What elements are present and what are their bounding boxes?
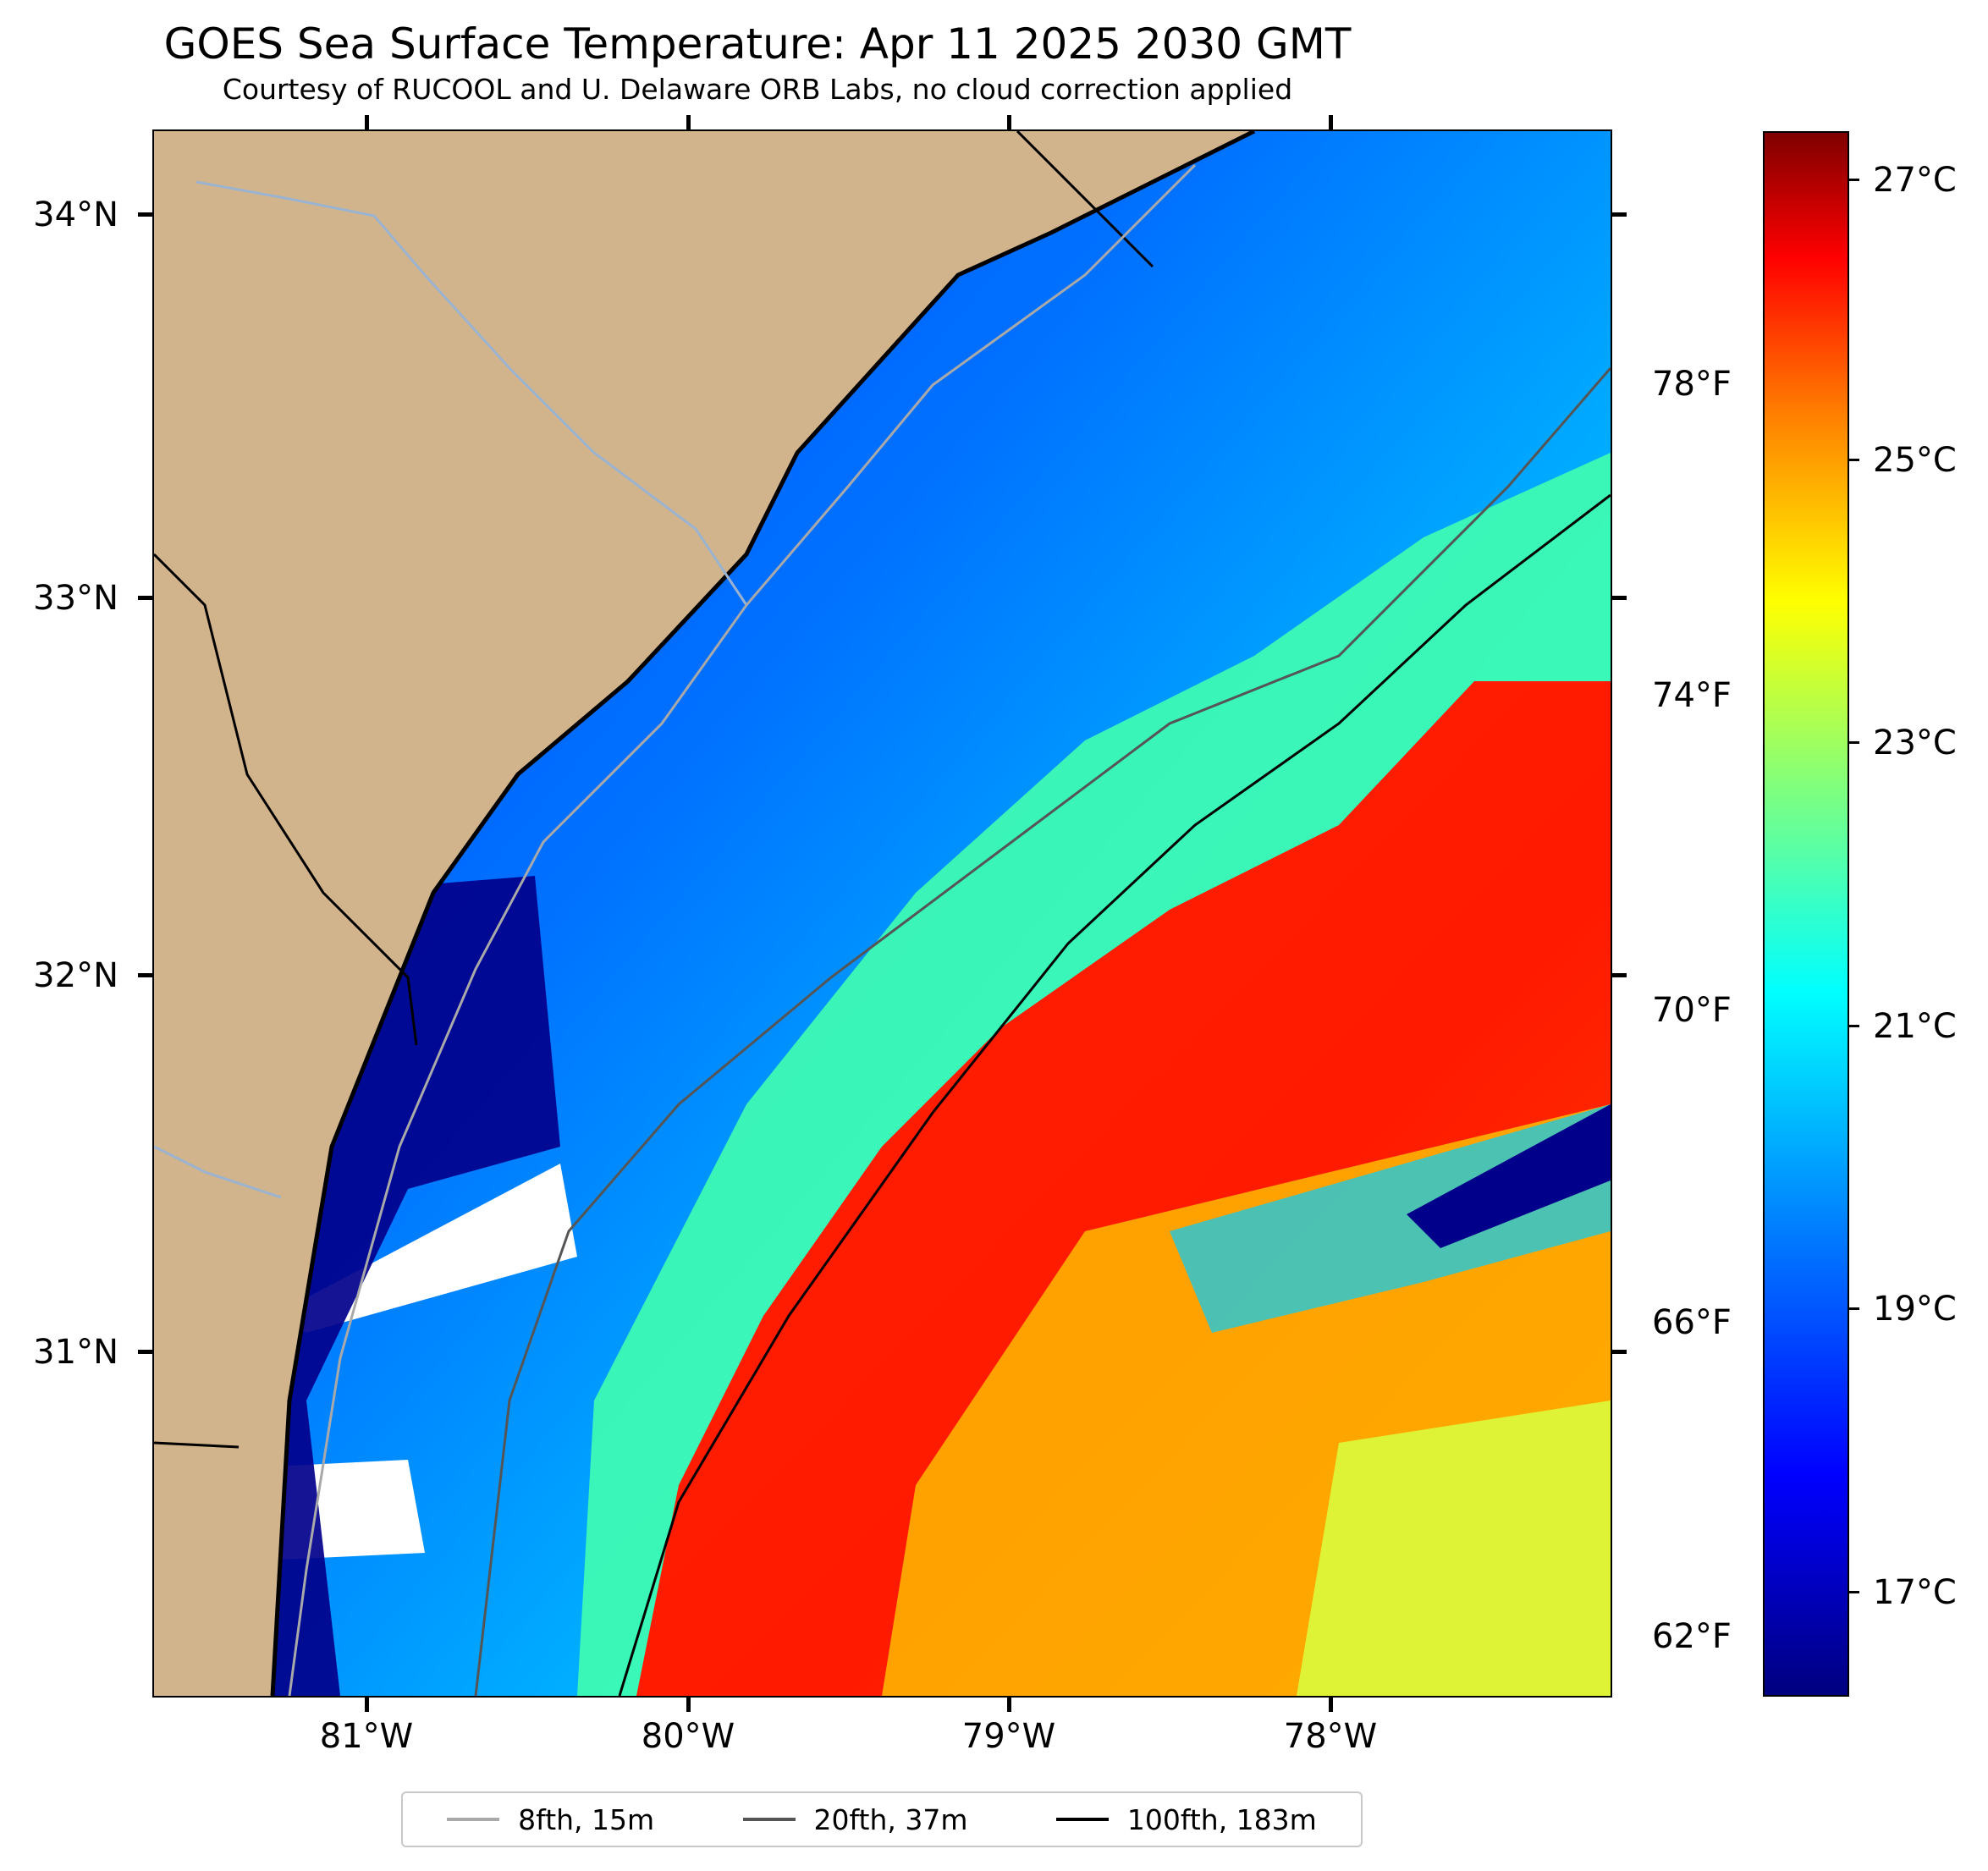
celsius-label: 23°C <box>1873 724 1957 762</box>
coastline <box>270 131 1256 1696</box>
fahrenheit-label: 66°F <box>1652 1303 1732 1342</box>
lat-tick <box>138 973 152 977</box>
lon-tick-bottom <box>1329 1698 1333 1712</box>
river <box>154 1145 282 1199</box>
cbar-tick <box>1849 1025 1859 1027</box>
sst-map-graphic <box>154 131 1611 1696</box>
isobath-20fth <box>474 367 1611 1696</box>
temperature-colorbar <box>1763 131 1849 1697</box>
lat-tick-right <box>1612 596 1627 600</box>
land-mass <box>154 131 1254 1696</box>
lat-tick <box>138 1350 152 1354</box>
lon-tick-bottom <box>1007 1698 1011 1712</box>
legend-line-8fth <box>447 1818 500 1821</box>
legend-label-20fth: 20fth, 37m <box>813 1802 968 1836</box>
cbar-tick <box>1849 741 1859 744</box>
fahrenheit-label: 62°F <box>1652 1617 1732 1656</box>
map-subtitle: Courtesy of RUCOOL and U. Delaware ORB L… <box>222 73 1293 106</box>
lat-label: 34°N <box>33 195 118 234</box>
lon-tick-bottom <box>365 1698 369 1712</box>
celsius-label: 25°C <box>1873 441 1957 480</box>
isobath-8fth <box>288 163 1197 1696</box>
lon-label: 80°W <box>641 1717 735 1756</box>
warm-tongue <box>1297 1400 1611 1696</box>
fahrenheit-label: 78°F <box>1652 365 1732 404</box>
cold-filament-core <box>1407 1104 1611 1248</box>
river <box>195 180 748 606</box>
lon-tick <box>686 115 691 129</box>
celsius-label: 19°C <box>1873 1290 1957 1329</box>
state-border <box>154 553 418 1046</box>
sst-map <box>152 129 1612 1698</box>
cbar-tick <box>1849 1591 1859 1593</box>
cbar-tick <box>1849 179 1859 181</box>
lon-tick <box>1007 115 1011 129</box>
lat-tick-right <box>1612 973 1627 977</box>
lon-label: 78°W <box>1283 1717 1378 1756</box>
legend-item-8fth: 8fth, 15m <box>447 1803 654 1836</box>
map-title: GOES Sea Surface Temperature: Apr 11 202… <box>163 19 1352 69</box>
celsius-label: 27°C <box>1873 161 1957 200</box>
fahrenheit-label: 70°F <box>1652 991 1732 1030</box>
cold-filament <box>1170 1104 1611 1333</box>
lon-label: 79°W <box>961 1717 1056 1756</box>
lat-label: 32°N <box>33 956 118 995</box>
legend-label-100fth: 100fth, 183m <box>1126 1802 1317 1836</box>
celsius-label: 17°C <box>1873 1573 1957 1612</box>
state-border <box>154 1441 240 1449</box>
cbar-tick <box>1849 1307 1859 1310</box>
lon-tick <box>365 115 369 129</box>
lon-label: 81°W <box>319 1717 414 1756</box>
legend-label-8fth: 8fth, 15m <box>518 1802 655 1836</box>
celsius-label: 21°C <box>1873 1007 1957 1046</box>
legend-item-20fth: 20fth, 37m <box>742 1802 968 1836</box>
lat-label: 31°N <box>33 1333 118 1372</box>
lat-tick <box>138 596 152 600</box>
fahrenheit-label: 74°F <box>1652 676 1732 715</box>
lat-tick-right <box>1612 212 1627 217</box>
lon-tick <box>1329 115 1333 129</box>
legend-item-100fth: 100fth, 183m <box>1055 1802 1317 1836</box>
legend-line-20fth <box>742 1818 796 1821</box>
lat-tick <box>138 212 152 217</box>
cbar-tick <box>1849 459 1859 461</box>
lat-tick-right <box>1612 1350 1627 1354</box>
legend-line-100fth <box>1055 1818 1109 1821</box>
isobath-100fth <box>618 493 1611 1696</box>
isobath-legend: 8fth, 15m 20fth, 37m 100fth, 183m <box>401 1791 1363 1847</box>
state-border <box>1016 131 1154 268</box>
lat-label: 33°N <box>33 579 118 618</box>
lon-tick-bottom <box>686 1698 691 1712</box>
